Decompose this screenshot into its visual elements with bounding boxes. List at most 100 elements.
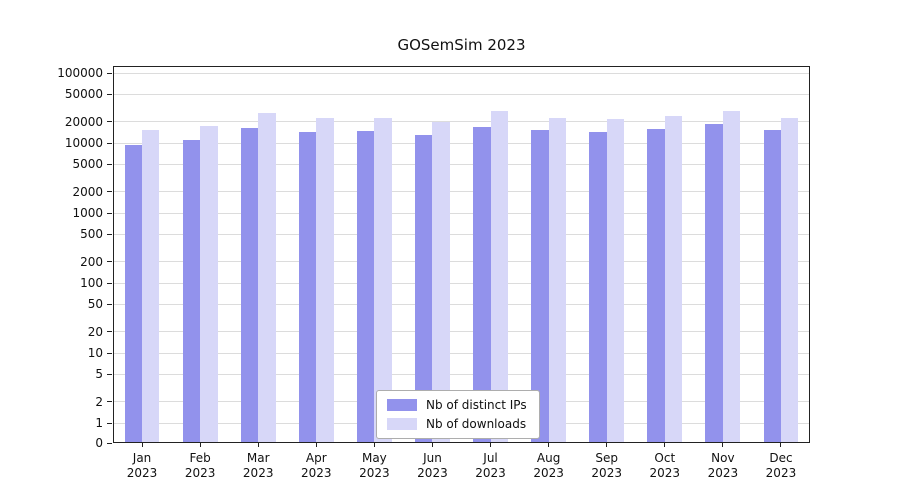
- y-tick-label: 50: [87, 297, 103, 312]
- gridline: [113, 261, 810, 263]
- bar-downloads: [200, 125, 218, 443]
- y-tick-label: 5: [95, 367, 103, 382]
- gridline: [113, 191, 810, 193]
- x-tick-mark: [490, 443, 492, 447]
- x-tick-mark: [257, 443, 259, 447]
- legend-label-downloads: Nb of downloads: [426, 417, 527, 431]
- bar-downloads: [258, 113, 276, 443]
- gridline: [113, 142, 810, 144]
- x-tick-label: Jan 2023: [126, 451, 158, 480]
- bar-downloads: [490, 111, 508, 443]
- y-tick-label: 1: [95, 416, 103, 430]
- y-tick-label: 0: [95, 436, 103, 450]
- chart-title: GOSemSim 2023: [397, 36, 526, 54]
- x-tick-label: Jun 2023: [417, 451, 448, 480]
- x-tick-label: Jul 2023: [475, 451, 506, 480]
- gridline: [113, 373, 810, 375]
- y-tick-mark: [107, 401, 112, 403]
- x-tick-label: Feb 2023: [184, 451, 216, 480]
- y-tick-label: 5000: [72, 157, 103, 172]
- x-tick-label: Mar 2023: [242, 451, 274, 480]
- bar-distinct-ips: [531, 129, 549, 443]
- y-tick-mark: [107, 303, 112, 305]
- y-tick-mark: [107, 442, 112, 444]
- x-tick-label: Sep 2023: [591, 451, 622, 480]
- x-tick-mark: [780, 443, 782, 447]
- y-tick-mark: [107, 191, 112, 193]
- bar-downloads: [780, 117, 799, 443]
- x-tick-mark: [548, 443, 550, 447]
- y-tick-mark: [107, 163, 112, 165]
- bar-distinct-ips: [415, 135, 433, 443]
- y-tick-mark: [107, 282, 112, 284]
- bar-distinct-ips: [182, 140, 201, 443]
- bar-downloads: [664, 116, 683, 443]
- y-tick-label: 200: [80, 254, 103, 269]
- y-tick-label: 100: [80, 276, 103, 290]
- x-tick-mark: [199, 443, 201, 447]
- legend-swatch-downloads: [387, 418, 417, 430]
- gridline: [113, 303, 810, 305]
- y-tick-label: 10: [87, 346, 103, 360]
- bar-distinct-ips: [705, 124, 723, 443]
- gridline: [113, 93, 810, 95]
- bar-distinct-ips: [647, 128, 665, 443]
- gridline: [113, 72, 810, 74]
- y-tick-label: 10000: [64, 136, 103, 150]
- x-tick-label: Dec 2023: [765, 451, 797, 480]
- y-tick-mark: [107, 331, 112, 333]
- x-tick-label: Aug 2023: [533, 451, 564, 480]
- x-tick-mark: [431, 443, 433, 447]
- y-tick-label: 50000: [64, 87, 103, 102]
- bar-downloads: [316, 118, 334, 443]
- y-tick-mark: [107, 352, 112, 354]
- y-tick-label: 500: [80, 227, 103, 242]
- y-tick-mark: [107, 93, 112, 95]
- x-tick-label: Oct 2023: [649, 451, 681, 480]
- gridline: [113, 331, 810, 333]
- bar-downloads: [722, 111, 741, 443]
- legend-label-distinct-ips: Nb of distinct IPs: [426, 398, 527, 412]
- legend-item-distinct-ips: Nb of distinct IPs: [387, 398, 527, 412]
- x-tick-label: May 2023: [359, 451, 390, 480]
- y-tick-mark: [107, 142, 112, 144]
- gridline: [113, 352, 810, 354]
- bar-distinct-ips: [763, 129, 781, 443]
- bar-downloads: [432, 121, 450, 443]
- y-tick-label: 100000: [57, 66, 103, 80]
- legend: Nb of distinct IPs Nb of downloads: [376, 390, 540, 439]
- y-tick-mark: [107, 121, 112, 123]
- y-tick-mark: [107, 422, 112, 424]
- x-tick-label: Nov 2023: [707, 451, 739, 480]
- bar-downloads: [548, 117, 567, 443]
- y-tick-mark: [107, 261, 112, 263]
- gridline: [113, 212, 810, 214]
- bar-distinct-ips: [240, 127, 259, 443]
- gridline: [113, 121, 810, 123]
- y-tick-mark: [107, 373, 112, 375]
- bar-downloads: [606, 119, 625, 443]
- bar-downloads: [374, 117, 392, 443]
- y-tick-label: 20: [87, 324, 103, 339]
- x-tick-mark: [373, 443, 375, 447]
- x-tick-mark: [722, 443, 724, 447]
- bar-distinct-ips: [298, 131, 317, 443]
- bar-distinct-ips: [124, 144, 143, 443]
- y-tick-label: 1000: [72, 206, 103, 220]
- y-tick-mark: [107, 212, 112, 214]
- x-tick-mark: [141, 443, 143, 447]
- bar-distinct-ips: [356, 130, 375, 443]
- x-tick-mark: [664, 443, 666, 447]
- x-tick-mark: [315, 443, 317, 447]
- legend-item-downloads: Nb of downloads: [387, 417, 527, 431]
- gridline: [113, 282, 810, 284]
- bar-distinct-ips: [473, 126, 491, 443]
- bar-downloads: [142, 129, 160, 443]
- y-tick-label: 2000: [72, 184, 103, 199]
- gridline: [113, 163, 810, 165]
- bar-distinct-ips: [589, 131, 607, 443]
- x-tick-label: Apr 2023: [301, 451, 332, 480]
- y-tick-label: 20000: [64, 114, 103, 129]
- y-tick-mark: [107, 233, 112, 235]
